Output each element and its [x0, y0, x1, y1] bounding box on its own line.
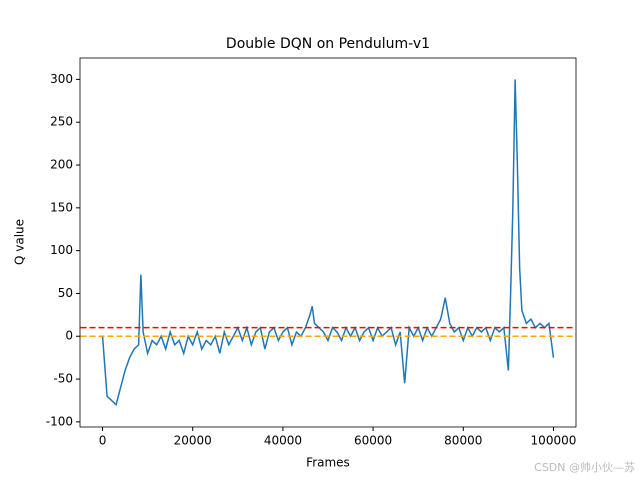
x-tick-label: 20000: [174, 434, 212, 448]
data-line: [101, 79, 555, 407]
y-axis-label: Q value: [13, 219, 27, 265]
y-tick-label: -50: [53, 372, 73, 386]
y-tick-label: -100: [46, 414, 73, 428]
y-tick-label: 300: [50, 72, 73, 86]
y-tick-label: 100: [50, 243, 73, 257]
y-tick-label: 150: [50, 200, 73, 214]
chart-title: Double DQN on Pendulum-v1: [226, 36, 430, 52]
y-tick-label: 0: [65, 329, 73, 343]
x-tick-label: 60000: [354, 434, 392, 448]
plot-frame: [79, 57, 577, 428]
x-tick-label: 40000: [264, 434, 302, 448]
x-tick-label: 0: [99, 434, 107, 448]
y-tick-label: 200: [50, 158, 73, 172]
x-tick-label: 100000: [531, 434, 577, 448]
watermark: CSDN @帅小伙—苏: [534, 461, 635, 474]
x-tick-label: 80000: [444, 434, 482, 448]
x-axis-label: Frames: [306, 456, 350, 470]
y-tick-label: 250: [50, 115, 73, 129]
y-tick-label: 50: [58, 286, 73, 300]
